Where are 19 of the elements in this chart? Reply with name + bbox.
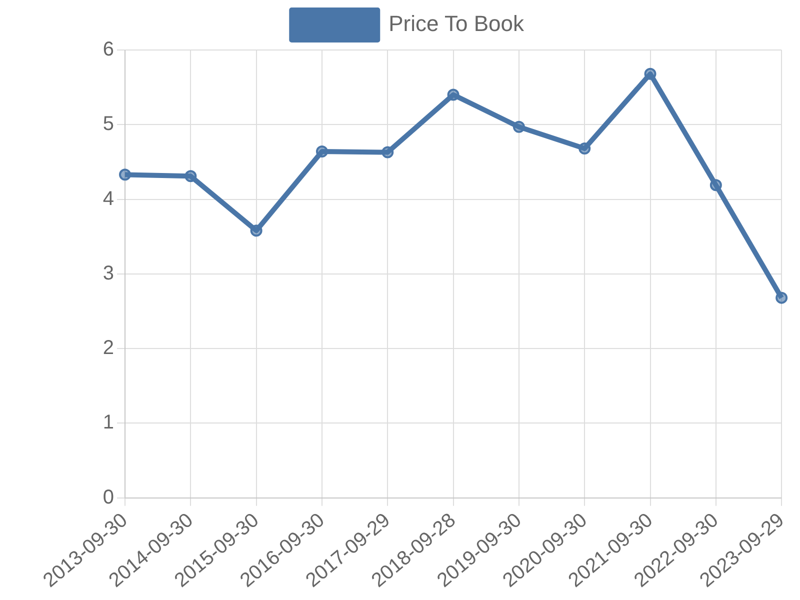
y-tick-label: 0 xyxy=(102,486,114,508)
y-tick-label: 5 xyxy=(102,113,114,136)
point xyxy=(776,292,788,304)
point xyxy=(447,88,460,101)
y-tick-label: 4 xyxy=(102,188,114,210)
y-tick-label: 3 xyxy=(102,262,114,284)
point xyxy=(119,168,131,181)
point xyxy=(512,120,525,133)
y-tick-label: 2 xyxy=(102,337,114,360)
point xyxy=(184,170,197,182)
point xyxy=(382,146,394,158)
point xyxy=(250,224,262,237)
y-tick-label: 1 xyxy=(102,412,114,434)
point xyxy=(710,179,722,192)
legend-label: Price To Book xyxy=(388,11,525,36)
point xyxy=(644,68,656,80)
point xyxy=(316,146,328,158)
point xyxy=(578,142,591,155)
y-tick-label: 6 xyxy=(102,38,114,61)
